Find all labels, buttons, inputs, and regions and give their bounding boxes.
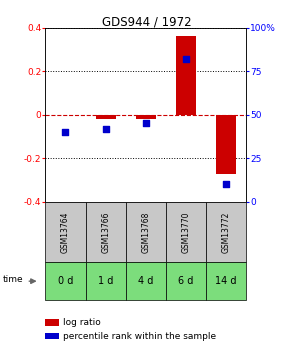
Text: GSM13770: GSM13770 [181,211,190,253]
Point [103,126,108,131]
Text: GDS944 / 1972: GDS944 / 1972 [102,16,191,29]
Text: log ratio: log ratio [63,318,101,327]
Text: time: time [3,275,23,284]
Bar [136,115,156,119]
Bar [96,115,116,119]
Bar [176,36,196,115]
Point [184,56,188,62]
Text: percentile rank within the sample: percentile rank within the sample [63,332,216,341]
Text: 14 d: 14 d [215,276,237,286]
Text: 1 d: 1 d [98,276,113,286]
Point [63,129,68,135]
Text: GSM13764: GSM13764 [61,211,70,253]
Text: 0 d: 0 d [58,276,73,286]
Point [224,182,229,187]
Text: GSM13772: GSM13772 [222,211,231,253]
Point [144,121,148,126]
Bar [216,115,236,174]
Text: 6 d: 6 d [178,276,194,286]
Text: GSM13768: GSM13768 [141,211,150,253]
Text: GSM13766: GSM13766 [101,211,110,253]
Text: 4 d: 4 d [138,276,154,286]
